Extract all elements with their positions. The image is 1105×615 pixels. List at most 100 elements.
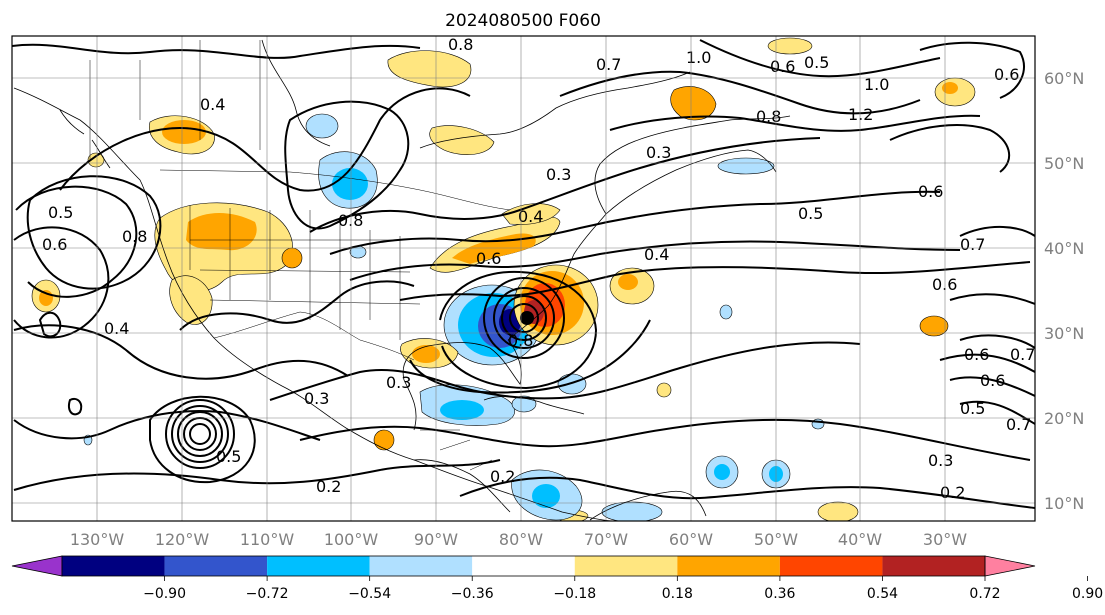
contour-label: 0.3	[928, 451, 953, 470]
lat-tick-label: 30°N	[1044, 324, 1084, 343]
political-borders	[89, 40, 511, 471]
colorbar-tick-label: 0.72	[969, 586, 1000, 602]
positive-anomaly	[656, 382, 672, 398]
lat-tick-label: 40°N	[1044, 239, 1084, 258]
contour-label: 0.7	[596, 55, 621, 74]
contour-label: 0.8	[122, 227, 147, 246]
hurricane-contour	[509, 303, 539, 333]
colorbar-tick-label: 0.36	[764, 586, 795, 602]
contour-label: 0.8	[756, 107, 781, 126]
contour-label: 0.5	[216, 447, 241, 466]
negative-anomaly	[440, 400, 484, 420]
colorbar-tick-label: 0.90	[1072, 586, 1103, 602]
negative-anomaly	[332, 168, 368, 200]
contour-label: 0.3	[646, 143, 671, 162]
shaded-anomaly-field	[31, 37, 976, 521]
cyclone-contour	[165, 399, 235, 469]
lon-tick-label: 30°W	[923, 530, 967, 549]
colorbar-segment	[62, 556, 165, 576]
map-area: 0.8 1.0 0.7 0.5 0.6 1.0 1.2 0.4 0.8 0.3 …	[12, 35, 1035, 521]
contour-label: 0.6	[770, 57, 795, 76]
contour-label: 0.5	[804, 53, 829, 72]
map-title: 2024080500 F060	[445, 11, 601, 31]
storm-center	[520, 311, 534, 325]
colorbar-tick-label: −0.54	[348, 586, 391, 602]
positive-anomaly	[942, 82, 958, 94]
colorbar-segment	[164, 556, 268, 576]
positive-anomaly	[919, 315, 949, 337]
hurricane-contour	[493, 287, 555, 349]
contour-label: 1.0	[864, 75, 889, 94]
contour-label: 0.3	[304, 389, 329, 408]
positive-anomaly	[186, 213, 257, 251]
cyclone-contour	[171, 405, 229, 463]
colorbar-segment	[677, 556, 780, 576]
lon-tick-label: 80°W	[499, 530, 543, 549]
lon-tick-label: 90°W	[414, 530, 458, 549]
lat-tick-label: 60°N	[1044, 69, 1084, 88]
positive-anomaly	[817, 501, 859, 521]
lat-tick-label: 10°N	[1044, 494, 1084, 513]
negative-anomaly	[557, 373, 587, 395]
contour-label: 0.6	[918, 182, 943, 201]
contour-label: 0.2	[316, 477, 341, 496]
positive-anomaly	[169, 275, 213, 325]
lon-tick-label: 70°W	[584, 530, 628, 549]
contour-label: 0.6	[42, 235, 67, 254]
positive-anomaly	[452, 233, 536, 264]
negative-anomaly	[717, 157, 775, 175]
longitude-labels: 130°W 120°W 110°W 100°W 90°W 80°W 70°W 6…	[70, 530, 967, 549]
contour-label: 0.5	[798, 204, 823, 223]
hurricane-contour	[483, 277, 565, 359]
contour-label: 0.5	[48, 203, 73, 222]
positive-anomaly	[162, 120, 206, 144]
lon-tick-label: 60°W	[669, 530, 713, 549]
colorbar-segment	[369, 556, 473, 576]
colorbar-tick-label: −0.90	[143, 586, 186, 602]
contour-label: 0.4	[200, 95, 225, 114]
contour-label: 0.2	[940, 483, 965, 502]
colorbar-segment	[779, 556, 883, 576]
colorbar-segment	[472, 556, 575, 576]
colorbar-tick-label: 0.54	[867, 586, 898, 602]
contour-label: 0.4	[644, 245, 669, 264]
positive-anomaly	[670, 86, 717, 121]
contour-label: 0.4	[104, 319, 129, 338]
negative-anomaly	[601, 501, 663, 521]
positive-anomaly	[501, 203, 561, 225]
contour-label: 0.5	[960, 399, 985, 418]
contour-label: 0.4	[518, 207, 543, 226]
lon-tick-label: 100°W	[324, 530, 379, 549]
colorbar-segment	[882, 556, 985, 576]
lon-tick-label: 50°W	[754, 530, 798, 549]
lon-tick-label: 130°W	[70, 530, 125, 549]
contour-label: 0.3	[546, 165, 571, 184]
coastlines	[13, 39, 791, 521]
contour-label: 0.7	[1006, 415, 1031, 434]
lat-tick-label: 20°N	[1044, 409, 1084, 428]
colorbar-extend-high	[984, 555, 1036, 577]
contour-label: 0.3	[386, 373, 411, 392]
negative-anomaly	[714, 464, 730, 480]
colorbar-outline	[61, 555, 986, 577]
negative-anomaly	[511, 395, 537, 413]
contour-label: 1.2	[848, 105, 873, 124]
contour-label: 0.8	[448, 35, 473, 54]
contour-lines	[12, 39, 1035, 509]
hurricane-contour	[501, 295, 547, 341]
lon-tick-label: 120°W	[155, 530, 210, 549]
positive-anomaly	[87, 152, 105, 168]
colorbar-segment	[574, 556, 678, 576]
contour-label: 0.7	[1010, 345, 1035, 364]
positive-anomaly	[412, 345, 440, 363]
cyclone-contour	[189, 423, 211, 445]
positive-anomaly	[281, 247, 303, 269]
lon-tick-label: 40°W	[838, 530, 882, 549]
colorbar-tick-label: −0.36	[451, 586, 494, 602]
contour-label: 0.6	[980, 371, 1005, 390]
contour-label: 0.2	[490, 467, 515, 486]
lon-tick-label: 110°W	[240, 530, 295, 549]
map-frame	[11, 35, 1036, 522]
contour-label: 0.7	[960, 235, 985, 254]
